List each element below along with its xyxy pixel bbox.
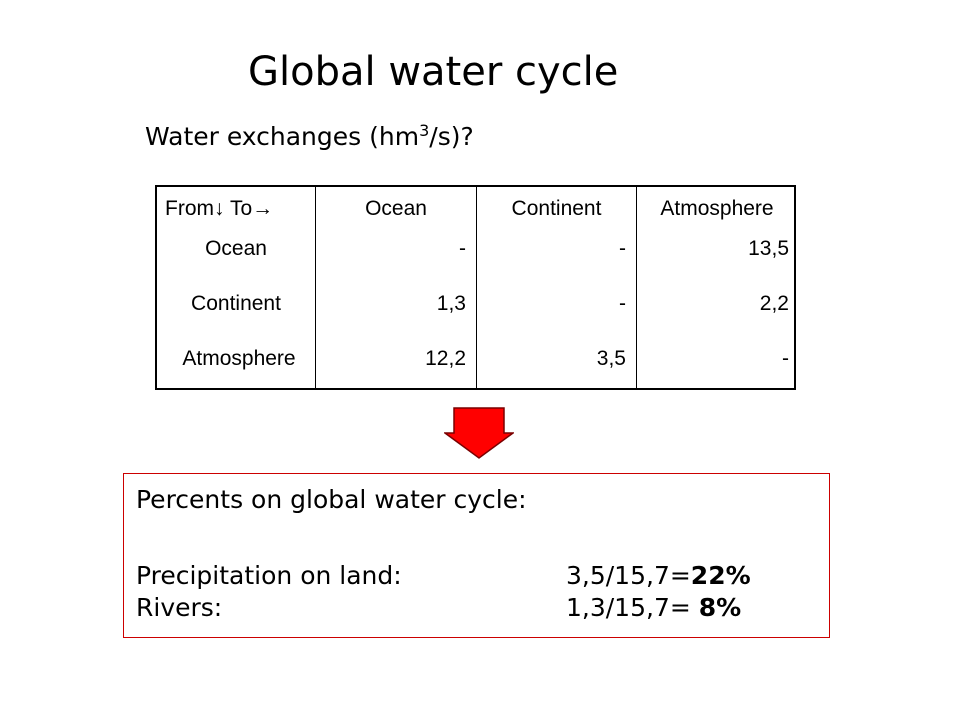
row-header-atmosphere: Atmosphere [182, 347, 296, 370]
table-cell: 3,5 [596, 347, 626, 370]
subtitle-text: Water exchanges (hm [145, 122, 420, 151]
summary-box: Percents on global water cycle: Precipit… [123, 473, 830, 638]
water-exchange-table: From↓ To→ Ocean Continent Atmosphere Oce… [155, 185, 796, 390]
column-header-ocean: Ocean [365, 197, 427, 220]
table-cell: 13,5 [748, 237, 789, 260]
summary-item-percent: 8% [698, 593, 742, 622]
summary-item-value: 3,5/15,7=22% [566, 560, 751, 592]
table-cell: - [619, 237, 626, 260]
summary-item-percent: 22% [690, 561, 751, 590]
subtitle-text-end: /s)? [429, 122, 474, 151]
table-cell: 2,2 [759, 292, 789, 315]
column-header-atmosphere: Atmosphere [660, 197, 774, 220]
table-cell: - [619, 292, 626, 315]
summary-item-label: Precipitation on land: [136, 561, 402, 590]
table-divider [315, 187, 316, 388]
row-header-continent: Continent [191, 292, 281, 315]
summary-heading: Percents on global water cycle: [136, 485, 527, 514]
column-header-continent: Continent [511, 197, 602, 220]
table-corner-header: From↓ To→ [165, 197, 274, 220]
page-title: Global water cycle [248, 49, 619, 95]
summary-item-formula: 3,5/15,7= [566, 561, 691, 590]
subtitle-superscript: 3 [419, 121, 430, 140]
summary-item-formula: 1,3/15,7= [566, 593, 691, 622]
row-header-ocean: Ocean [205, 237, 267, 260]
table-cell: 12,2 [425, 347, 466, 370]
table-cell: - [782, 347, 789, 370]
table-divider [476, 187, 477, 388]
page-subtitle: Water exchanges (hm3/s)? [145, 120, 474, 154]
table-divider [636, 187, 637, 388]
down-arrow-icon [444, 407, 514, 459]
table-cell: 1,3 [436, 292, 466, 315]
table-cell: - [459, 237, 466, 260]
summary-item-label: Rivers: [136, 593, 223, 622]
summary-item-value: 1,3/15,7= 8% [566, 592, 741, 624]
